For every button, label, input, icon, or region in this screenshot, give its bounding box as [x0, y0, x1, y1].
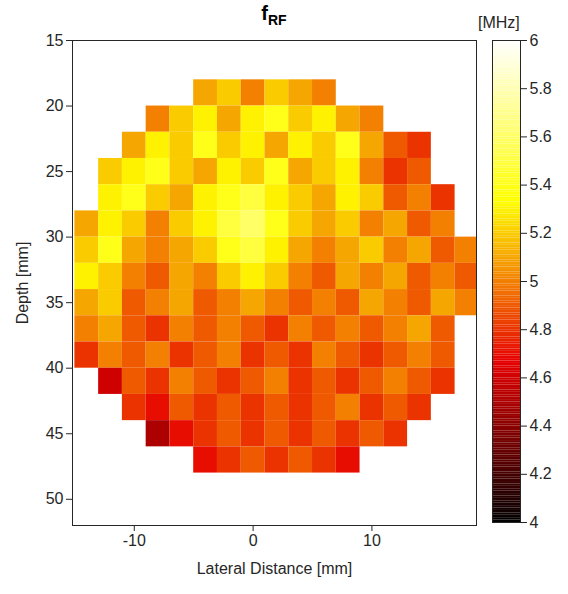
svg-text:40: 40 — [46, 359, 64, 376]
svg-text:0: 0 — [249, 532, 258, 549]
svg-text:Depth [mm]: Depth [mm] — [14, 242, 31, 325]
svg-text:4.2: 4.2 — [530, 465, 552, 482]
svg-text:45: 45 — [46, 425, 64, 442]
svg-text:35: 35 — [46, 294, 64, 311]
svg-text:5.6: 5.6 — [530, 128, 552, 145]
svg-text:50: 50 — [46, 490, 64, 507]
svg-text:25: 25 — [46, 163, 64, 180]
svg-text:4.6: 4.6 — [530, 369, 552, 386]
svg-text:4.4: 4.4 — [530, 417, 552, 434]
svg-text:-10: -10 — [123, 532, 146, 549]
svg-text:5.4: 5.4 — [530, 176, 552, 193]
html-text:fRF: fRF — [261, 2, 287, 28]
svg-text:5.2: 5.2 — [530, 224, 552, 241]
html-text:[MHz]: [MHz] — [478, 14, 520, 31]
svg-text:4.8: 4.8 — [530, 321, 552, 338]
svg-text:5: 5 — [530, 273, 539, 290]
svg-text:Lateral Distance [mm]: Lateral Distance [mm] — [197, 560, 353, 577]
svg-text:6: 6 — [530, 32, 539, 49]
svg-text:15: 15 — [46, 32, 64, 49]
svg-text:20: 20 — [46, 97, 64, 114]
svg-text:4: 4 — [530, 514, 539, 531]
svg-text:30: 30 — [46, 228, 64, 245]
svg-text:5.8: 5.8 — [530, 80, 552, 97]
svg-text:10: 10 — [363, 532, 381, 549]
